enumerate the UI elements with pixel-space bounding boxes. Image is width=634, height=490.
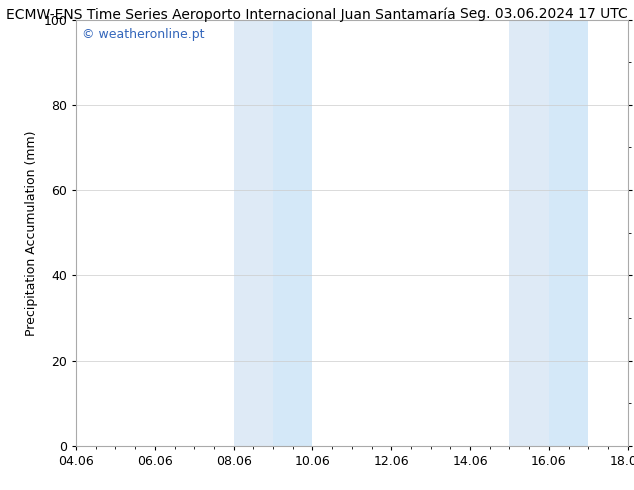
Text: © weatheronline.pt: © weatheronline.pt	[82, 28, 204, 41]
Y-axis label: Precipitation Accumulation (mm): Precipitation Accumulation (mm)	[25, 130, 37, 336]
Bar	[549, 20, 588, 446]
Text: Seg. 03.06.2024 17 UTC: Seg. 03.06.2024 17 UTC	[460, 7, 628, 22]
Bar	[273, 20, 313, 446]
Bar	[510, 20, 549, 446]
Bar	[234, 20, 273, 446]
Text: ECMW-ENS Time Series Aeroporto Internacional Juan Santamaría: ECMW-ENS Time Series Aeroporto Internaci…	[6, 7, 456, 22]
